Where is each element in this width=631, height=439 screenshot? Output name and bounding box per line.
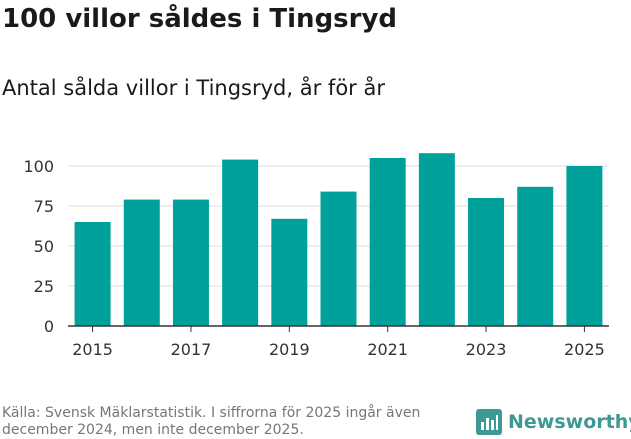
brand-logo: Newsworthy	[476, 409, 631, 435]
x-tick-label: 2017	[171, 340, 212, 359]
bar-2016	[123, 199, 160, 326]
bar-2015	[74, 222, 111, 326]
bar-2022	[418, 153, 455, 326]
bar-chart-icon	[476, 409, 502, 435]
y-tick-label: 75	[34, 197, 54, 216]
bar-2018	[222, 159, 259, 326]
bar-2020	[320, 191, 357, 326]
y-tick-label: 50	[34, 237, 54, 256]
x-tick-label: 2015	[72, 340, 113, 359]
y-tick-label: 25	[34, 277, 54, 296]
bar-2021	[369, 158, 406, 326]
y-tick-label: 100	[23, 157, 54, 176]
chart-subtitle: Antal sålda villor i Tingsryd, år för år	[2, 76, 385, 100]
bar-2017	[172, 199, 209, 326]
bar-2025	[566, 166, 603, 326]
x-tick-label: 2025	[564, 340, 605, 359]
bar-chart: 0 25 50 75 100 2015 2017 2019 2021 2023 2025	[23, 153, 609, 359]
brand-name: Newsworthy	[508, 411, 631, 433]
chart-title: 100 villor såldes i Tingsryd	[2, 4, 398, 34]
x-tick-label: 2023	[466, 340, 507, 359]
bar-2024	[517, 186, 554, 326]
y-tick-label: 0	[44, 317, 54, 336]
bar-2023	[468, 198, 505, 326]
x-tick-label: 2019	[269, 340, 310, 359]
source-note: Källa: Svensk Mäklarstatistik. I siffror…	[2, 405, 421, 438]
x-tick-label: 2021	[367, 340, 408, 359]
bar-2019	[271, 218, 308, 326]
